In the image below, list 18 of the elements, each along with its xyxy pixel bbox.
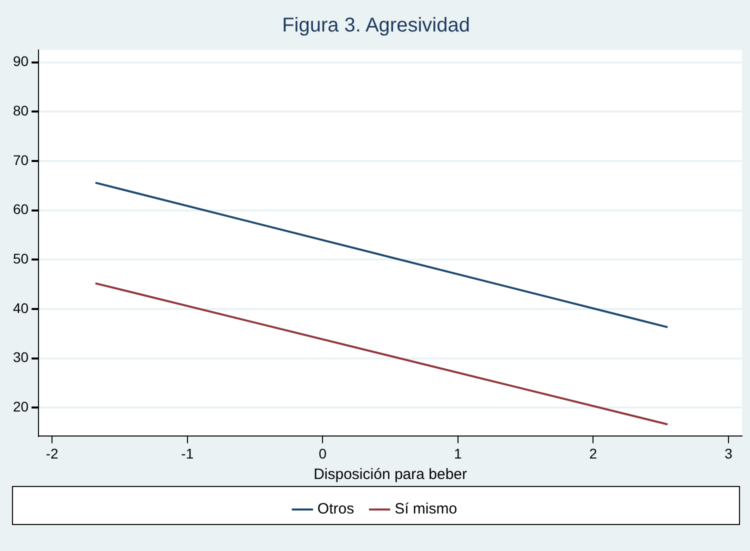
y-tick-label: 70 bbox=[12, 152, 29, 168]
legend-label: Sí mismo bbox=[394, 500, 458, 518]
x-axis-title: Disposición para beber bbox=[314, 466, 467, 484]
y-tick-label: 90 bbox=[12, 53, 29, 70]
y-tick-label: 30 bbox=[12, 349, 29, 366]
y-tick-label: 80 bbox=[12, 102, 29, 119]
x-tick-label: -2 bbox=[46, 445, 59, 462]
legend-label: Otros bbox=[317, 500, 354, 518]
y-tick-label: 40 bbox=[12, 300, 29, 316]
y-tick-label: 50 bbox=[12, 250, 29, 266]
x-tick-label: 0 bbox=[318, 445, 327, 462]
x-tick-label: 1 bbox=[454, 445, 462, 462]
y-tick-label: 60 bbox=[12, 201, 29, 218]
x-tick-label: 2 bbox=[589, 445, 598, 462]
x-tick-label: -1 bbox=[181, 445, 194, 462]
y-tick-label: 20 bbox=[12, 398, 29, 414]
x-tick-label: 3 bbox=[724, 445, 733, 462]
chart-title: Figura 3. Agresividad bbox=[282, 14, 470, 37]
